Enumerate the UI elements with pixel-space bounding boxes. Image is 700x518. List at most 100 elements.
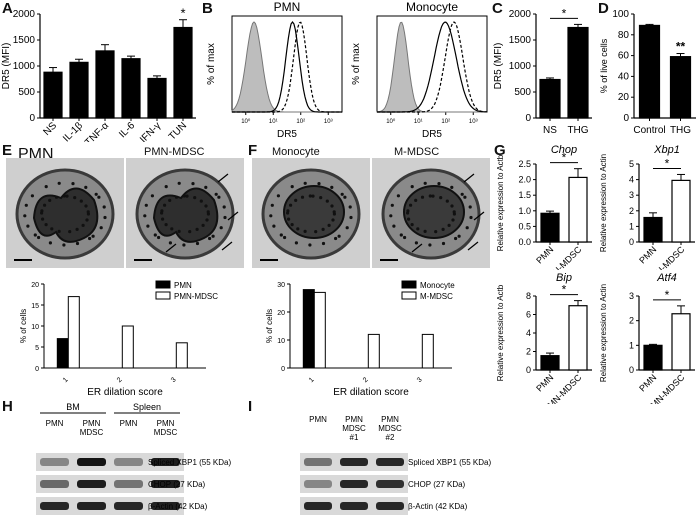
bar xyxy=(175,342,188,369)
x-tick-label: PMN xyxy=(637,244,658,265)
x-tick-label: 10³ xyxy=(469,119,478,125)
x-tick-label: THG xyxy=(567,125,588,136)
granule xyxy=(40,211,44,215)
bar xyxy=(539,78,561,119)
x-tick-label: 3 xyxy=(416,376,424,384)
y-axis-label: DR5 (MFI) xyxy=(1,43,12,90)
granule xyxy=(161,217,165,221)
significance-marker: * xyxy=(562,151,567,165)
lane-label: PMN MDSC #1 xyxy=(342,415,366,442)
granule xyxy=(325,199,329,203)
significance-marker: * xyxy=(665,288,670,302)
granule xyxy=(452,210,456,214)
granule xyxy=(287,217,291,221)
y-tick-label: 0.0 xyxy=(518,237,531,247)
x-tick-label: 2 xyxy=(362,376,370,384)
y-tick-label: 15 xyxy=(31,303,39,310)
granule xyxy=(428,243,432,247)
y-tick-label: 100 xyxy=(612,9,629,20)
chart-d: 0 20 40 60 80 100 % of live cells Control THG ** xyxy=(599,9,696,136)
granule xyxy=(182,243,186,247)
granule xyxy=(331,218,335,222)
y-tick-label: 1000 xyxy=(509,61,532,72)
isotype-histogram xyxy=(231,21,342,113)
lane-label: PMN MDSC #2 xyxy=(378,415,402,442)
granule xyxy=(460,192,464,196)
granule xyxy=(199,199,203,203)
granule xyxy=(450,185,454,189)
y-tick-label: 5 xyxy=(629,159,634,169)
granule xyxy=(416,227,420,231)
chart-g-xbp1: 0 1 2 3 4 5 Relative expression to Actin Xbp1 PM… xyxy=(599,144,695,270)
granule xyxy=(204,204,208,208)
y-axis-label: % of cells xyxy=(19,309,28,343)
granule xyxy=(289,203,293,207)
granule xyxy=(311,194,315,198)
granule xyxy=(451,218,455,222)
bar xyxy=(638,24,661,119)
chart-e: 0 5 10 15 20 % of cells 1 2 3 ER dilation score PM… xyxy=(19,280,218,398)
bar xyxy=(421,333,434,369)
granule xyxy=(54,195,59,199)
y-tick-label: 0.5 xyxy=(518,221,531,231)
chart-f: 0 10 20 30 % of cells 1 2 3 ER dilation score Mon… xyxy=(265,280,455,398)
x-tick-label: 10¹ xyxy=(414,119,423,125)
bar xyxy=(69,61,89,119)
granule xyxy=(423,229,427,233)
x-tick-label: 10³ xyxy=(324,119,333,125)
chart-title: PMN xyxy=(274,0,301,14)
granule xyxy=(308,194,312,198)
lane-label: PMN MDSC xyxy=(154,419,178,437)
chart-title: Chop xyxy=(551,144,577,156)
band xyxy=(114,480,143,488)
legend-label: M-MDSC xyxy=(420,292,453,301)
granule xyxy=(103,215,107,220)
granule xyxy=(168,198,172,202)
granule xyxy=(272,224,276,228)
granule xyxy=(334,236,338,241)
x-tick-label: IL-1β xyxy=(61,120,85,142)
granule xyxy=(44,223,48,227)
granule xyxy=(57,229,61,233)
panel-letter-i: I xyxy=(248,398,253,415)
granule xyxy=(390,203,394,207)
band xyxy=(114,502,143,510)
y-tick-label: 2 xyxy=(629,206,634,216)
y-axis-label: % of max xyxy=(206,43,217,85)
arrow-icon xyxy=(473,211,485,221)
band xyxy=(40,480,69,488)
y-tick-label: 0 xyxy=(29,113,35,124)
granule xyxy=(319,196,323,200)
y-axis-label: % of max xyxy=(351,43,362,85)
legend-label: PMN-MDSC xyxy=(174,292,218,301)
granule xyxy=(50,227,54,231)
isotype-histogram xyxy=(376,21,487,113)
arrow-icon xyxy=(221,241,233,251)
x-tick-label: 3 xyxy=(170,376,178,384)
chart-title: Atf4 xyxy=(656,272,677,284)
granule xyxy=(410,223,414,227)
granule xyxy=(348,205,352,209)
granule xyxy=(57,181,61,185)
y-tick-label: 80 xyxy=(618,30,630,41)
lane-label: PMN xyxy=(309,415,327,424)
granule xyxy=(71,182,75,186)
blot-i: PMN PMN MDSC #1 PMN MDSC #2 Spliced XBP1 (55 KD… xyxy=(300,415,491,515)
lane-label: PMN xyxy=(46,419,64,428)
granule xyxy=(303,229,307,233)
granule xyxy=(88,236,92,241)
bar xyxy=(540,355,560,371)
y-tick-label: 5 xyxy=(35,345,39,352)
significance-marker: * xyxy=(562,283,567,297)
granule xyxy=(81,223,85,227)
y-tick-label: 1500 xyxy=(13,35,36,46)
granule xyxy=(463,195,467,199)
granule xyxy=(211,234,215,238)
significance-marker: * xyxy=(180,6,185,21)
x-axis-label: ER dilation score xyxy=(333,387,409,398)
granule xyxy=(303,181,307,185)
granule xyxy=(188,230,192,234)
em-image-monocyte xyxy=(252,158,370,268)
granule xyxy=(68,230,72,234)
bar xyxy=(568,305,588,371)
